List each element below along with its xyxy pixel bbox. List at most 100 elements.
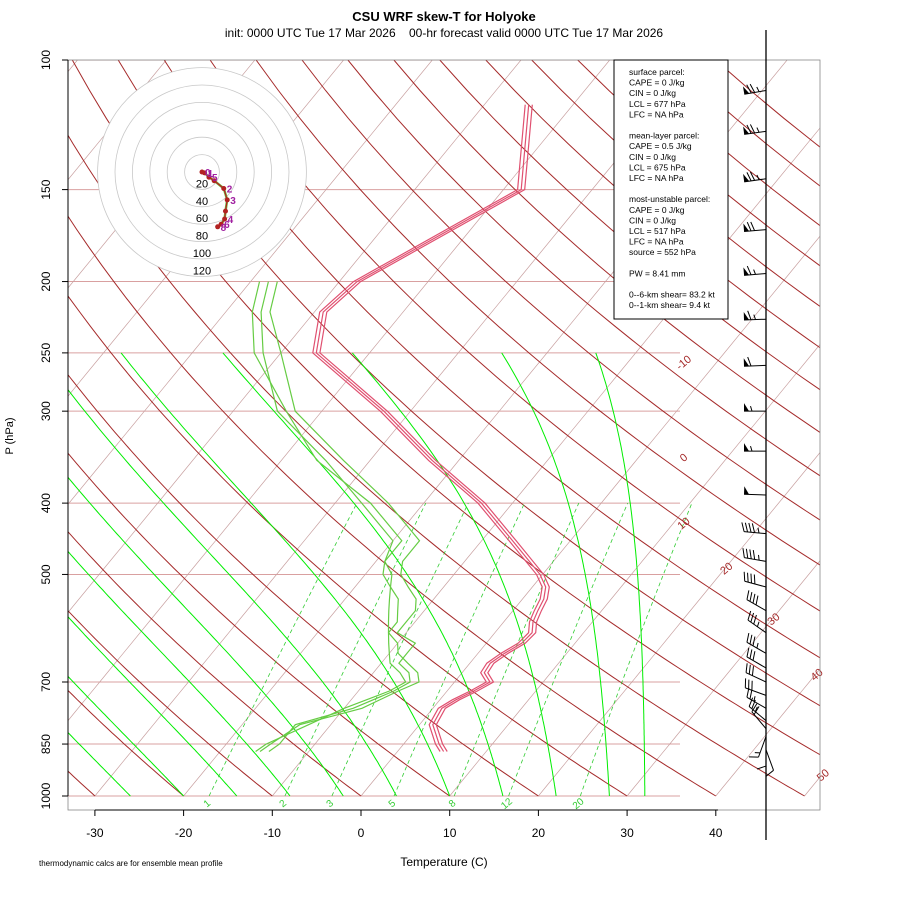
y-tick-label: 500 (39, 564, 53, 584)
wind-barb (746, 632, 767, 654)
hodograph-level-label: 3 (230, 196, 236, 207)
dry-adiabat-line (439, 60, 820, 391)
dry-adiabat-line (68, 452, 450, 797)
hodograph-ring-label: 20 (196, 178, 208, 190)
moist-adiabat-line (222, 352, 504, 797)
moist-adiabat-line (68, 388, 397, 797)
hodograph-point (206, 174, 212, 180)
isotherm-line (68, 60, 344, 397)
dry-adiabat-line (347, 60, 820, 477)
background-grid (68, 60, 820, 797)
y-axis-label: P (hPa) (4, 417, 16, 454)
y-tick-label: 300 (39, 401, 53, 421)
x-tick-label: 20 (532, 826, 546, 840)
wind-barb (756, 744, 767, 770)
moist-adiabat-line (595, 352, 646, 796)
info-line: surface parcel: (629, 67, 685, 77)
footnote: thermodynamic calcs are for ensemble mea… (39, 859, 223, 868)
temperature-profile (312, 104, 543, 752)
wind-barb (743, 265, 767, 276)
x-tick-label: 0 (358, 826, 365, 840)
x-tick-label: 10 (443, 826, 457, 840)
isotherm-line (538, 452, 820, 797)
x-tick-label: -20 (175, 826, 193, 840)
y-tick-label: 850 (39, 734, 53, 754)
info-line: 0--6-km shear= 83.2 kt (629, 290, 715, 300)
info-line: LCL = 517 hPa (629, 226, 686, 236)
info-line: source = 552 hPa (629, 247, 696, 257)
wind-barb (748, 736, 767, 758)
dry-adiabat-line (393, 60, 820, 433)
x-tick-label: 30 (620, 826, 634, 840)
moist-adiabat-line (501, 352, 610, 797)
wind-barb (747, 610, 767, 634)
hodograph-point (222, 216, 228, 222)
chart-title: CSU WRF skew-T for Holyoke (352, 9, 535, 24)
hodograph-ring-label: 80 (196, 231, 208, 243)
hodograph-ring (114, 84, 290, 260)
dry-adiabat-line (209, 60, 820, 612)
mixing-ratio-line (508, 502, 629, 797)
mixing-ratio-label: 3 (325, 798, 337, 810)
mixing-ratio-line (579, 502, 693, 797)
mixing-ratio-line (208, 502, 358, 797)
wind-barb (746, 687, 767, 709)
y-tick-label: 1000 (39, 782, 53, 809)
wind-barb (744, 443, 766, 452)
y-tick-label: 400 (39, 493, 53, 513)
wind-barb (743, 221, 767, 233)
isotherm-line (272, 127, 820, 797)
hodograph-point (221, 186, 227, 192)
moist-adiabat-line (68, 550, 291, 797)
wind-barb (746, 590, 767, 612)
info-line: most-unstable parcel: (629, 194, 710, 204)
info-line (629, 258, 631, 268)
wind-barb (743, 486, 767, 496)
x-tick-label: -30 (86, 826, 104, 840)
wind-barb (744, 403, 766, 412)
chart-subtitle: init: 0000 UTC Tue 17 Mar 2026 00-hr for… (225, 26, 664, 40)
hodograph-point (224, 197, 230, 203)
y-tick-label: 700 (39, 672, 53, 692)
dry-adiabat-line (68, 373, 539, 797)
info-line: CAPE = 0 J/kg (629, 78, 685, 88)
hodograph-ring (149, 119, 255, 225)
hodograph-ring-label: 120 (193, 265, 211, 277)
hodograph-ring-label: 100 (193, 248, 211, 260)
mixing-ratio-line (393, 502, 525, 797)
isotherm-line (68, 60, 610, 722)
wind-barb (751, 703, 767, 729)
info-line: mean-layer parcel: (629, 131, 699, 141)
hodograph-point (202, 170, 208, 176)
info-line: LFC = NA hPa (629, 109, 684, 119)
sounding-profiles (251, 104, 550, 752)
isotherm-line (68, 60, 433, 505)
wind-barb (743, 310, 767, 321)
dry-adiabat-line (68, 610, 273, 797)
hodograph-level-label: 2 (227, 185, 233, 196)
dry-adiabat-line (255, 60, 820, 566)
isotherm-line (94, 60, 699, 797)
hodograph-level-label: 0 (205, 168, 211, 179)
moist-adiabat-line (68, 675, 184, 797)
wind-barb (765, 749, 774, 777)
info-line: LFC = NA hPa (629, 237, 684, 247)
x-axis-label: Temperature (C) (400, 855, 487, 869)
info-line (629, 184, 631, 194)
dewpoint-profile (268, 281, 421, 752)
hodograph-level-label: 1 (208, 169, 214, 180)
dry-adiabat-line (68, 531, 362, 797)
info-line: PW = 8.41 mm (629, 268, 685, 278)
isotherm-line (626, 560, 820, 797)
y-tick-label: 100 (39, 50, 53, 70)
dry-adiabat-line (71, 60, 820, 756)
info-line: CAPE = 0.5 J/kg (629, 141, 692, 151)
hodograph-level-label: 8 (221, 223, 227, 234)
wind-barb (741, 522, 767, 535)
moist-adiabat-line (68, 615, 238, 797)
isotherm-line (360, 235, 820, 797)
mixing-ratio-line (331, 502, 469, 797)
info-line: LCL = 675 hPa (629, 162, 686, 172)
hodograph-point (218, 221, 224, 227)
